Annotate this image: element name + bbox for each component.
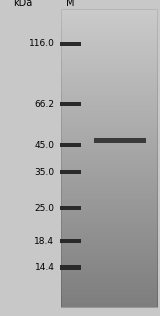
- Text: 66.2: 66.2: [34, 100, 54, 108]
- FancyBboxPatch shape: [61, 9, 157, 307]
- FancyBboxPatch shape: [60, 42, 81, 46]
- FancyBboxPatch shape: [60, 143, 81, 148]
- FancyBboxPatch shape: [60, 265, 81, 270]
- FancyBboxPatch shape: [94, 138, 146, 143]
- Text: 35.0: 35.0: [34, 168, 54, 177]
- FancyBboxPatch shape: [60, 170, 81, 174]
- FancyBboxPatch shape: [60, 239, 81, 243]
- FancyBboxPatch shape: [60, 102, 81, 106]
- FancyBboxPatch shape: [60, 206, 81, 210]
- Text: 14.4: 14.4: [35, 263, 54, 272]
- Text: 18.4: 18.4: [34, 237, 54, 246]
- Text: kDa: kDa: [13, 0, 32, 8]
- Text: M: M: [66, 0, 75, 8]
- Text: 25.0: 25.0: [34, 204, 54, 213]
- Text: 116.0: 116.0: [28, 40, 54, 48]
- Text: 45.0: 45.0: [34, 141, 54, 150]
